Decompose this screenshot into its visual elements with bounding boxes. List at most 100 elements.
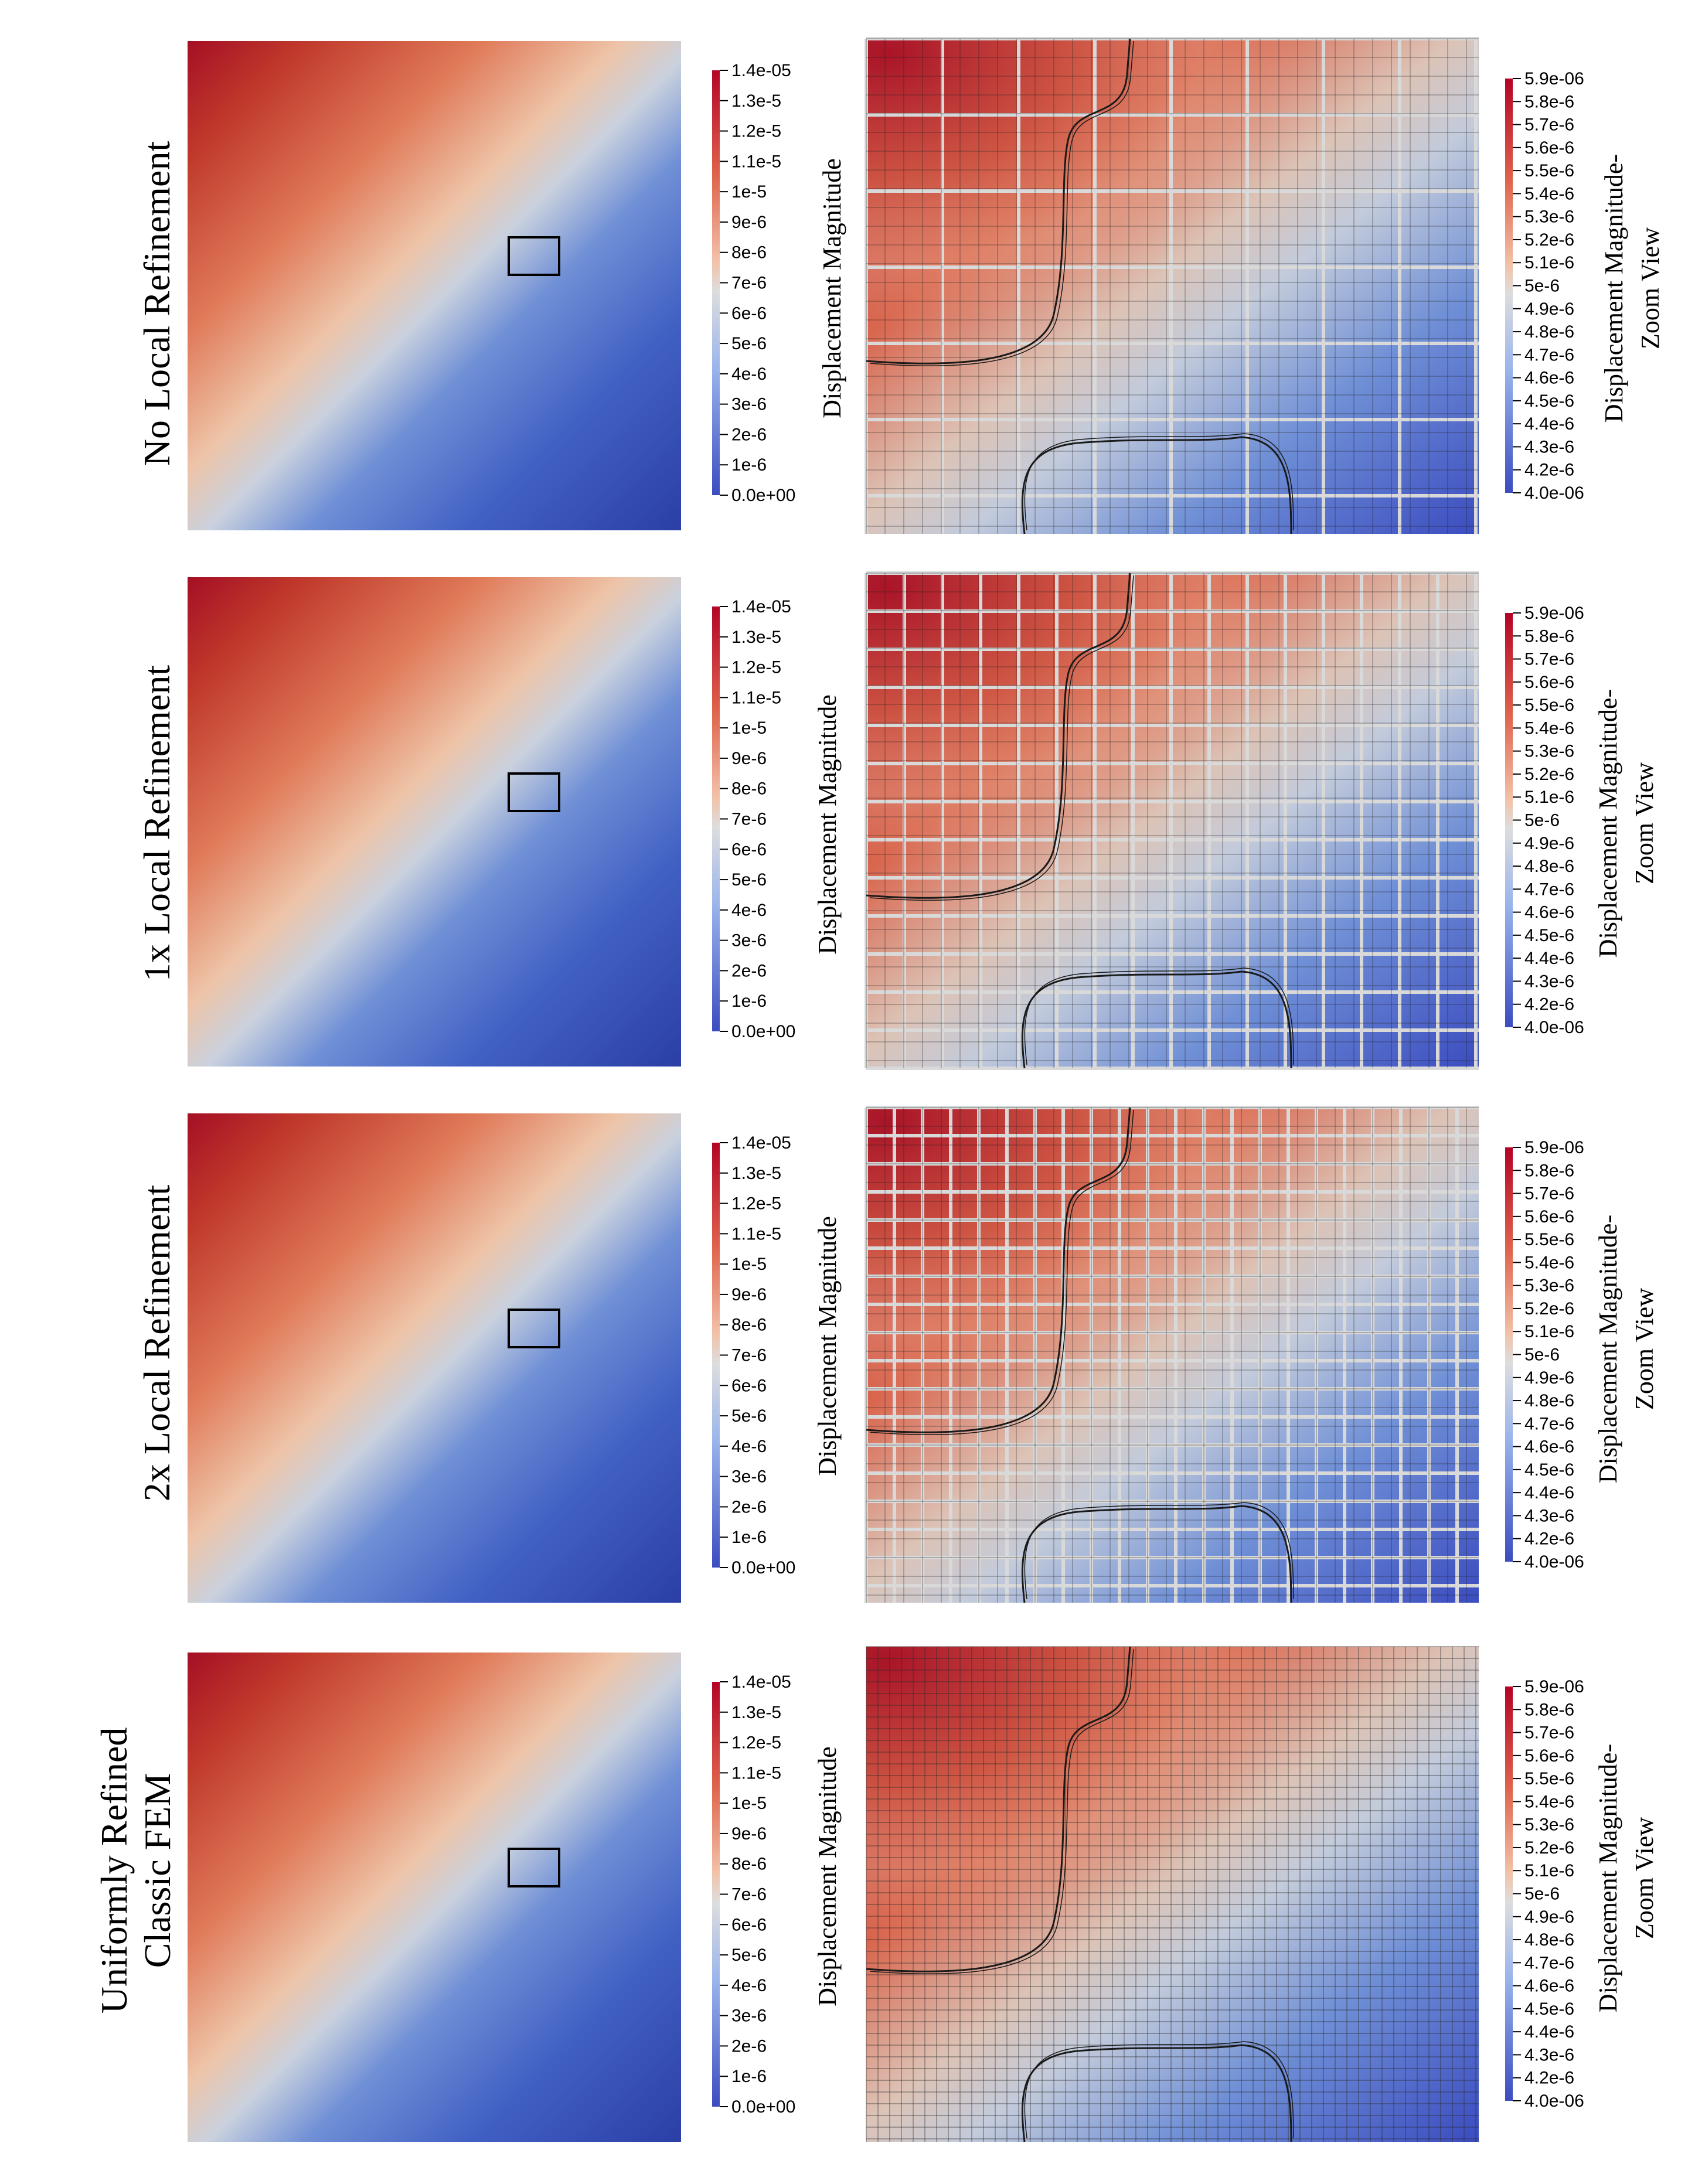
- zoom-mesh: [865, 1106, 1479, 1603]
- main-colorbar: [712, 607, 720, 1031]
- zoom-colorbar-tick-label: 4.3e-6: [1524, 972, 1574, 991]
- inclusion-boundary: [1021, 970, 1292, 1069]
- main-colorbar-tick-label: 1.3e-5: [731, 1164, 781, 1183]
- zoom-colorbar-tick-label: 5.7e-6: [1524, 1184, 1574, 1204]
- main-colorbar-tick-label: 1.4e-05: [731, 1133, 791, 1153]
- inclusion-boundary-offset: [1024, 2041, 1294, 2139]
- main-colorbar-tick-label: 2e-6: [731, 425, 767, 444]
- zoom-colorbar-tick-label: 5.8e-6: [1524, 1161, 1574, 1180]
- inclusion-boundary: [1021, 1505, 1292, 1603]
- main-colorbar-tick-label: 9e-6: [731, 1285, 767, 1304]
- zoom-colorbar-tick-label: 4.0e-06: [1524, 2091, 1584, 2111]
- main-colorbar-tick-label: 9e-6: [731, 749, 767, 768]
- main-colorbar-tick-label: 2e-6: [731, 961, 767, 980]
- zoom-colorbar-tick-label: 4.9e-6: [1524, 299, 1574, 319]
- main-colorbar-tick-label: 5e-6: [731, 1946, 767, 1965]
- main-colorbar: [712, 1143, 720, 1568]
- main-colorbar-tick-label: 1e-5: [731, 182, 767, 202]
- row-label-line: No Local Refinement: [136, 141, 178, 466]
- main-colorbar-tick-label: 0.0e+00: [731, 1022, 795, 1041]
- zoom-colorbar-tick-label: 5.3e-6: [1524, 1815, 1574, 1835]
- main-colorbar-tick-label: 1.4e-05: [731, 1672, 791, 1692]
- main-colorbar-tick-label: 4e-6: [731, 364, 767, 384]
- figure-row: 1.4e-05 1.3e-5 1.2e-5 1.1e-5 1e-5 9e-6 8e-6 7e-…: [188, 1106, 1584, 1603]
- zoom-mesh: [865, 571, 1479, 1070]
- zoom-colorbar-title: Displacement Magnitude- Zoom View: [1594, 1743, 1659, 2013]
- main-colorbar-title: Displacement Magnitude: [818, 158, 846, 418]
- zoom-colorbar-tick-label: 5.2e-6: [1524, 1299, 1574, 1318]
- zoom-colorbar-tick-label: 5.2e-6: [1524, 230, 1574, 250]
- main-colorbar-tick-label: 3e-6: [731, 395, 767, 414]
- zoom-colorbar-tick-label: 5.4e-6: [1524, 718, 1574, 738]
- zoom-colorbar-tick-label: 5.5e-6: [1524, 1230, 1574, 1249]
- main-colorbar-tick-label: 1.1e-5: [731, 152, 781, 171]
- zoom-region-box: [508, 1848, 560, 1887]
- main-colorbar-tick-label: 7e-6: [731, 810, 767, 829]
- main-colorbar-tick-label: 8e-6: [731, 243, 767, 263]
- zoom-colorbar-tick-label: 5.1e-6: [1524, 788, 1574, 807]
- zoom-colorbar-tick-label: 4.2e-6: [1524, 995, 1574, 1014]
- main-colorbar-tick-label: 9e-6: [731, 1824, 767, 1844]
- main-colorbar-tick-label: 3e-6: [731, 2006, 767, 2026]
- main-colorbar-tick-label: 1.4e-05: [731, 597, 791, 616]
- main-colorbar-tick-label: 6e-6: [731, 840, 767, 859]
- main-colorbar-tick-label: 1.2e-5: [731, 658, 781, 677]
- zoom-colorbar-tick-label: 5.1e-6: [1524, 1322, 1574, 1341]
- main-colorbar-tick-label: 0.0e+00: [731, 2097, 795, 2117]
- zoom-colorbar-tick-label: 4.5e-6: [1524, 391, 1574, 411]
- zoom-colorbar-title: Displacement Magnitude- Zoom View: [1599, 154, 1665, 423]
- zoom-colorbar-tick-label: 5.1e-6: [1524, 253, 1574, 272]
- main-colorbar-tick-label: 1e-5: [731, 1794, 767, 1813]
- main-colorbar-tick-label: 1e-6: [731, 992, 767, 1011]
- main-colorbar-tick-label: 1.3e-5: [731, 91, 781, 111]
- zoom-mesh: [865, 37, 1479, 534]
- zoom-colorbar-tick-label: 5.5e-6: [1524, 696, 1574, 715]
- zoom-colorbar-tick-label: 5.1e-6: [1524, 1861, 1574, 1880]
- figure-row: 1.4e-05 1.3e-5 1.2e-5 1.1e-5 1e-5 9e-6 8e-6 7e-…: [188, 37, 1584, 534]
- main-colorbar-tick-label: 3e-6: [731, 1467, 767, 1487]
- zoom-colorbar-tick-label: 4.6e-6: [1524, 369, 1574, 388]
- zoom-colorbar-tick-label: 5.6e-6: [1524, 1207, 1574, 1226]
- zoom-region-box: [508, 1309, 560, 1348]
- inclusion-boundary-offset: [869, 1109, 1134, 1436]
- figure-row: 1.4e-05 1.3e-5 1.2e-5 1.1e-5 1e-5 9e-6 8e-6 7e-…: [188, 1646, 1584, 2142]
- main-colorbar-tick-label: 1.3e-5: [731, 1703, 781, 1722]
- main-colorbar-tick-label: 1e-6: [731, 1528, 767, 1547]
- main-colorbar-tick-label: 1.4e-05: [731, 61, 791, 80]
- zoom-colorbar-tick-label: 5.6e-6: [1524, 138, 1574, 158]
- zoom-region-box: [508, 236, 560, 276]
- zoom-colorbar-tick-label: 5.5e-6: [1524, 161, 1574, 180]
- main-colorbar-tick-label: 2e-6: [731, 2036, 767, 2056]
- zoom-colorbar-tick-label: 4.7e-6: [1524, 345, 1574, 364]
- main-colorbar-tick-label: 7e-6: [731, 1885, 767, 1904]
- zoom-colorbar-tick-label: 4.5e-6: [1524, 1460, 1574, 1480]
- main-colorbar-tick-label: 1.3e-5: [731, 628, 781, 647]
- zoom-colorbar-tick-label: 4.5e-6: [1524, 926, 1574, 945]
- main-colorbar-tick-label: 3e-6: [731, 931, 767, 950]
- inclusion-boundary-offset: [1024, 967, 1294, 1065]
- zoom-colorbar-tick-label: 4.8e-6: [1524, 1930, 1574, 1950]
- row-label-line: Uniformly Refined: [93, 1727, 135, 2014]
- main-colorbar-tick-label: 1.2e-5: [731, 1194, 781, 1214]
- main-colorbar-tick-label: 7e-6: [731, 1346, 767, 1365]
- zoom-colorbar-tick-label: 5.8e-6: [1524, 626, 1574, 646]
- zoom-colorbar-tick-label: 4.6e-6: [1524, 1977, 1574, 1996]
- zoom-colorbar-tick-label: 5.2e-6: [1524, 765, 1574, 784]
- main-colorbar-tick-label: 1e-6: [731, 455, 767, 475]
- zoom-colorbar-tick-label: 4.2e-6: [1524, 2069, 1574, 2088]
- main-colorbar-tick-label: 9e-6: [731, 213, 767, 232]
- main-colorbar-title: Displacement Magnitude: [813, 1746, 842, 2006]
- zoom-colorbar-tick-label: 4.8e-6: [1524, 322, 1574, 342]
- main-colorbar-tick-label: 8e-6: [731, 779, 767, 799]
- zoom-colorbar-tick-label: 5.7e-6: [1524, 115, 1574, 135]
- zoom-colorbar-tick-label: 4.5e-6: [1524, 1999, 1574, 2019]
- zoom-colorbar-tick-label: 4.9e-6: [1524, 1907, 1574, 1927]
- zoom-colorbar-tick-label: 4.0e-06: [1524, 1018, 1584, 1037]
- main-colorbar-tick-label: 6e-6: [731, 1915, 767, 1934]
- zoom-colorbar-tick-label: 4.3e-6: [1524, 1506, 1574, 1525]
- zoom-mesh: [866, 1646, 1479, 2142]
- main-colorbar-tick-label: 0.0e+00: [731, 486, 795, 505]
- zoom-colorbar-tick-label: 5.2e-6: [1524, 1838, 1574, 1858]
- main-colorbar-tick-label: 1e-5: [731, 718, 767, 738]
